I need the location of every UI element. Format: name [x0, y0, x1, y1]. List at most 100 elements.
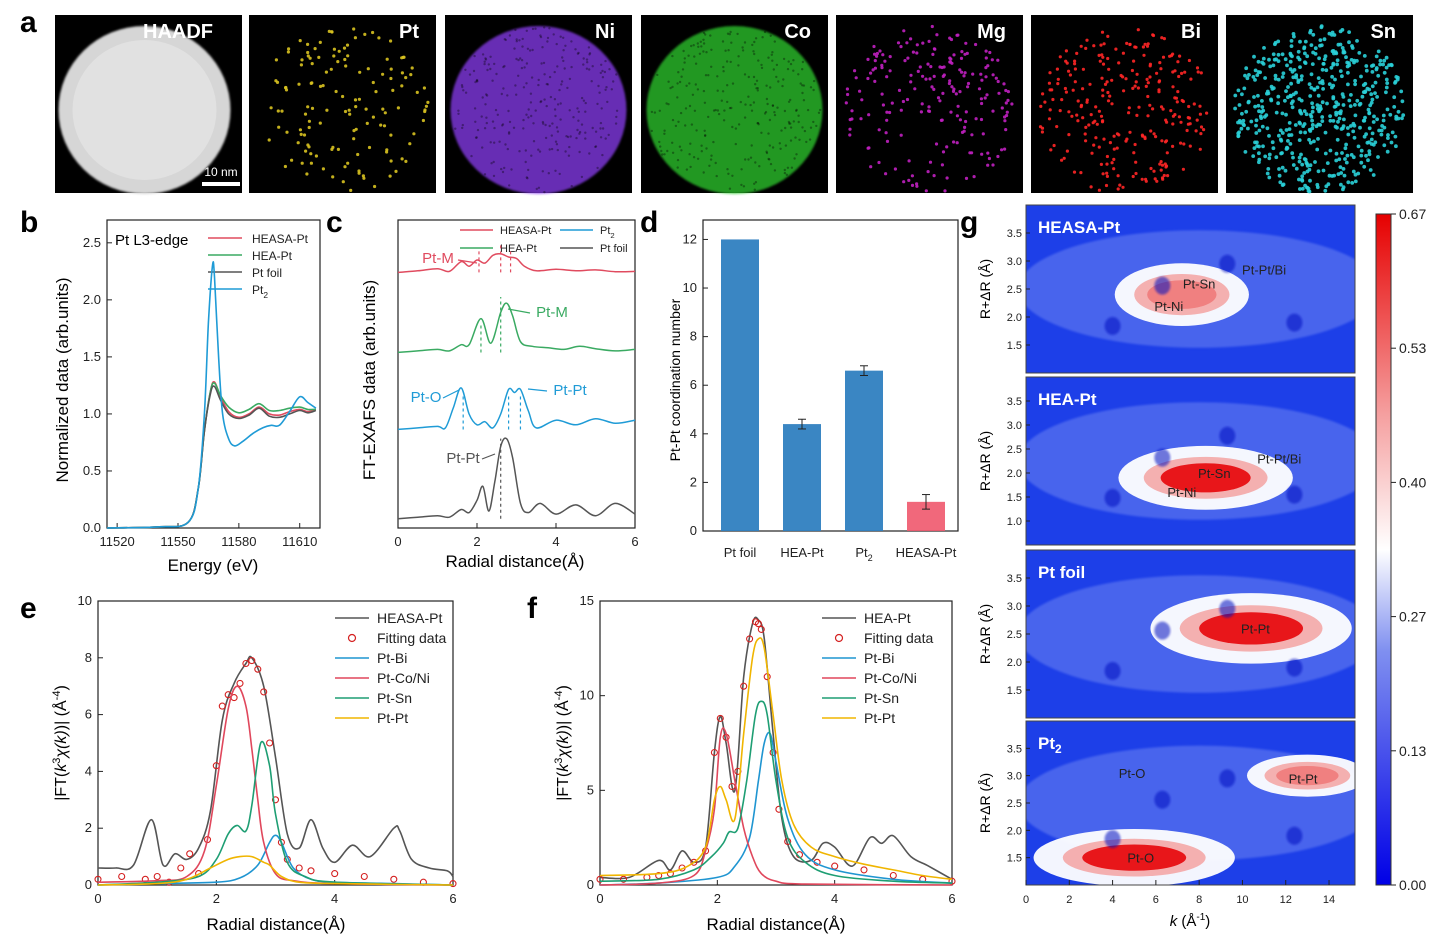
y-tick-label: 3.5 [1007, 396, 1022, 408]
signal-dot [361, 174, 365, 178]
signal-dot [1254, 118, 1259, 123]
signal-dot [388, 174, 392, 178]
signal-dot [598, 91, 601, 94]
signal-dot [1052, 143, 1056, 148]
signal-dot [676, 82, 679, 85]
signal-dot [1297, 155, 1302, 160]
plot-frame [1025, 376, 1356, 546]
signal-dot [932, 47, 937, 51]
signal-dot [522, 86, 526, 89]
signal-dot [549, 95, 553, 99]
signal-dot [679, 111, 683, 115]
signal-dot [1102, 42, 1106, 46]
signal-dot [970, 151, 974, 155]
signal-dot [1006, 90, 1011, 94]
signal-dot [520, 59, 524, 62]
signal-dot [1276, 101, 1280, 106]
wt-field [1026, 377, 1355, 545]
signal-dot [1161, 55, 1166, 59]
signal-dot [584, 110, 587, 113]
signal-dot [1084, 46, 1088, 51]
wt-peak [1160, 463, 1251, 493]
signal-dot [929, 65, 933, 69]
signal-dot [802, 99, 806, 102]
signal-dot [1279, 138, 1284, 143]
signal-dot [1154, 135, 1158, 139]
signal-dot [522, 127, 525, 130]
wt-minimum [1286, 485, 1303, 504]
y-tick-label: 5 [587, 782, 594, 797]
signal-dot [1159, 160, 1163, 164]
signal-dot [1370, 84, 1375, 89]
signal-dot [409, 73, 413, 77]
fit-point [307, 867, 315, 875]
signal-dot [943, 189, 947, 193]
signal-dot [556, 130, 560, 133]
signal-dot [513, 47, 516, 50]
wt-minimum [1154, 276, 1171, 295]
signal-dot [663, 153, 666, 156]
signal-dot [1280, 165, 1285, 170]
signal-dot [404, 159, 408, 163]
signal-dot [514, 28, 517, 32]
signal-dot [519, 57, 522, 60]
signal-dot [454, 127, 457, 130]
signal-dot [705, 147, 708, 150]
signal-dot [1337, 157, 1342, 162]
signal-dot [475, 79, 478, 83]
legend-swatch [834, 633, 844, 643]
signal-dot [484, 57, 487, 60]
signal-dot [974, 42, 978, 47]
signal-dot [794, 136, 797, 139]
signal-dot [1076, 99, 1080, 103]
signal-dot [562, 59, 565, 63]
signal-dot [1101, 94, 1105, 98]
signal-dot [1084, 125, 1088, 129]
signal-dot [1381, 113, 1386, 118]
signal-dot [457, 109, 460, 112]
signal-dot [1303, 157, 1308, 162]
signal-dot [677, 120, 680, 124]
annotation-arrow [507, 308, 531, 314]
tile-background [249, 15, 436, 193]
signal-dot [658, 109, 661, 113]
signal-dot [553, 98, 557, 101]
signal-dot [1323, 130, 1328, 135]
signal-dot [1374, 66, 1379, 70]
signal-dot [736, 32, 739, 36]
signal-dot [1135, 72, 1139, 76]
wt-minimum [1104, 488, 1121, 507]
signal-dot [1144, 179, 1148, 183]
signal-dot [750, 109, 754, 112]
signal-dot [476, 128, 480, 132]
signal-dot [1251, 75, 1256, 79]
signal-dot [1081, 67, 1085, 71]
signal-dot [1140, 133, 1144, 137]
signal-dot [1277, 133, 1281, 138]
signal-dot [760, 63, 763, 67]
signal-dot [724, 49, 727, 52]
signal-dot [347, 108, 351, 112]
fit-point [94, 875, 102, 883]
signal-dot [364, 107, 368, 111]
signal-dot [515, 40, 518, 43]
signal-dot [758, 165, 761, 168]
signal-dot [742, 185, 746, 188]
y-axis-label: R+ΔR (Å) [977, 773, 993, 833]
signal-dot [539, 34, 542, 37]
signal-dot [749, 103, 752, 107]
signal-dot [1396, 75, 1400, 80]
signal-dot [1284, 112, 1288, 117]
signal-dot [696, 88, 700, 91]
signal-dot [1304, 112, 1309, 117]
signal-dot [1364, 153, 1368, 158]
signal-dot [1095, 122, 1099, 126]
signal-dot [1089, 113, 1093, 117]
category-label: Pt foil [724, 545, 757, 560]
signal-dot [693, 109, 697, 113]
signal-dot [955, 141, 959, 145]
signal-dot [1267, 156, 1272, 161]
signal-dot [481, 146, 484, 149]
signal-dot [1384, 55, 1389, 60]
signal-dot [1280, 183, 1285, 188]
